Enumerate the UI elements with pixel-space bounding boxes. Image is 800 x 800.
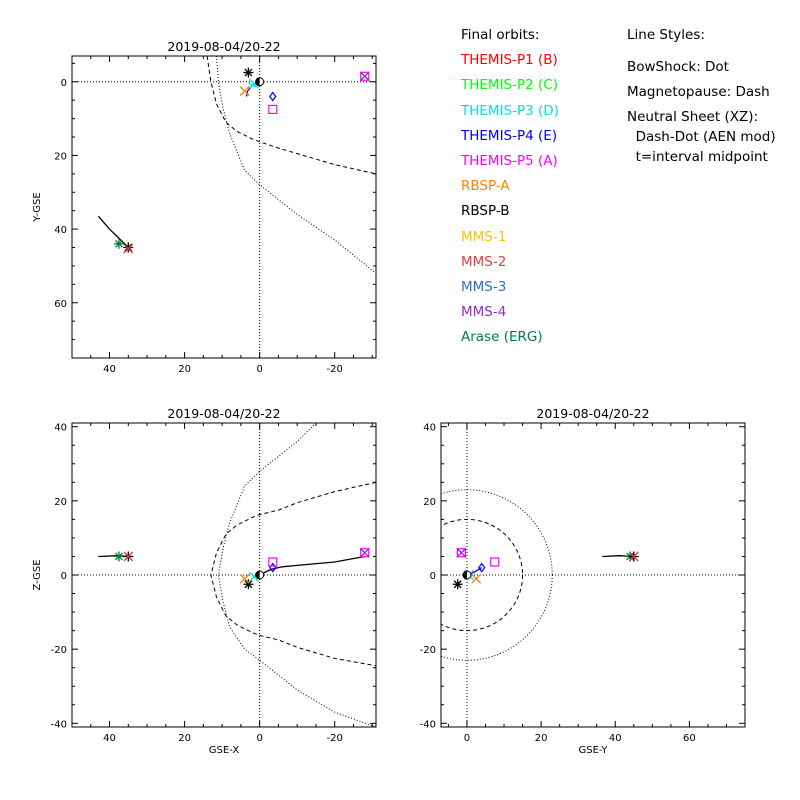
legend-item-mms-3: MMS-3 bbox=[461, 278, 507, 295]
x-tick-label: 40 bbox=[609, 733, 622, 744]
plot-frame bbox=[71, 422, 377, 728]
marker-themis-p5 bbox=[360, 71, 370, 81]
chart-title: 2019-08-04/20-22 bbox=[167, 39, 280, 54]
chart-title: 2019-08-04/20-22 bbox=[167, 406, 280, 421]
legend-item-mms-2: MMS-2 bbox=[461, 253, 507, 270]
x-tick-label: 0 bbox=[256, 364, 262, 375]
marker-mms-2 bbox=[123, 243, 134, 254]
plot-area bbox=[72, 56, 376, 358]
marker-rbsp-b bbox=[243, 579, 254, 590]
plot-area bbox=[72, 423, 376, 727]
marker-rbsp-a bbox=[239, 573, 250, 584]
y-tick-label: 0 bbox=[61, 571, 67, 582]
x-tick-label: -20 bbox=[327, 364, 343, 375]
marker-mms-4 bbox=[359, 71, 370, 82]
line-style-bowshock: BowShock: Dot bbox=[627, 59, 729, 75]
bowshock-line bbox=[217, 423, 376, 727]
y-tick-label: 20 bbox=[54, 497, 67, 508]
legend: Final orbits: THEMIS-P1 (B) THEMIS-P2 (C… bbox=[461, 26, 559, 353]
legend-item-arase: Arase (ERG) bbox=[461, 329, 543, 346]
legend-item-themis-p1: THEMIS-P1 (B) bbox=[461, 52, 558, 69]
orbit-track-rbsp-b bbox=[259, 555, 365, 576]
y-tick-label: 20 bbox=[423, 497, 436, 508]
y-tick-label: -20 bbox=[51, 645, 67, 656]
y-tick-label: 60 bbox=[54, 299, 67, 310]
x-axis-label: GSE-X bbox=[209, 745, 240, 756]
line-styles: Line Styles: BowShock: Dot Magnetopause:… bbox=[627, 26, 776, 168]
legend-item-themis-p2: THEMIS-P2 (C) bbox=[461, 77, 558, 94]
line-styles-title: Line Styles: bbox=[627, 27, 705, 43]
line-style-neutral-sheet-detail: Dash-Dot (AEN mod) bbox=[627, 129, 776, 145]
legend-item-themis-p3: THEMIS-P3 (D) bbox=[461, 102, 559, 119]
legend-item-mms-4: MMS-4 bbox=[461, 304, 507, 321]
marker-mms-4 bbox=[456, 547, 467, 558]
marker-rbsp-a bbox=[239, 86, 250, 96]
y-axis-label: Y-GSE bbox=[32, 192, 43, 222]
earth-marker-shade bbox=[255, 571, 260, 579]
y-tick-label: 0 bbox=[61, 78, 67, 89]
line-style-magnetopause: Magnetopause: Dash bbox=[627, 84, 770, 100]
marker-mms-2 bbox=[628, 551, 639, 562]
earth-marker-shade bbox=[255, 77, 260, 86]
y-tick-label: -40 bbox=[420, 719, 436, 730]
marker-rbsp-a bbox=[471, 573, 482, 584]
chart-panel-1: 2019-08-04/20-22 40 20 0 -20 0 20 40 60 Y-GSE bbox=[32, 39, 377, 375]
x-tick-label: -20 bbox=[327, 733, 343, 744]
line-style-neutral-sheet: Neutral Sheet (XZ): bbox=[627, 109, 759, 125]
marker-rbsp-b bbox=[123, 242, 134, 253]
earth-marker-shade bbox=[462, 571, 467, 579]
chart-title: 2019-08-04/20-22 bbox=[536, 406, 649, 421]
marker-themis-p4 bbox=[269, 91, 277, 102]
plot-area bbox=[441, 423, 745, 727]
x-tick-label: 40 bbox=[103, 733, 116, 744]
legend-item-rbsp-b: RBSP-B bbox=[461, 203, 510, 220]
plot-frame bbox=[440, 422, 746, 728]
x-tick-label: 0 bbox=[256, 733, 262, 744]
legend-title: Final orbits: bbox=[461, 27, 540, 43]
x-tick-label: 20 bbox=[178, 733, 191, 744]
marker-arase bbox=[113, 551, 124, 562]
magnetopause-line bbox=[206, 56, 376, 175]
marker-arase bbox=[113, 238, 124, 249]
x-tick-label: 20 bbox=[178, 364, 191, 375]
marker-themis-p5 bbox=[456, 548, 466, 558]
bowshock-line bbox=[216, 56, 376, 274]
plot-frame bbox=[71, 55, 377, 359]
marker-themis-p5 bbox=[268, 557, 278, 567]
marker-themis-p5 bbox=[268, 104, 278, 115]
y-tick-label: 20 bbox=[54, 151, 67, 162]
marker-rbsp-b bbox=[452, 579, 463, 590]
bowshock-line bbox=[441, 489, 553, 661]
marker-mms-4 bbox=[359, 547, 370, 558]
line-style-time-note: t=interval midpoint bbox=[627, 149, 768, 165]
y-tick-label: 40 bbox=[423, 423, 436, 434]
legend-item-mms-1: MMS-1 bbox=[461, 228, 507, 245]
marker-themis-p4 bbox=[478, 562, 486, 573]
y-tick-label: 0 bbox=[430, 571, 436, 582]
x-tick-label: 60 bbox=[683, 733, 696, 744]
legend-item-rbsp-a: RBSP-A bbox=[461, 178, 510, 195]
magnetopause-line bbox=[441, 518, 524, 632]
marker-themis-p5 bbox=[490, 557, 500, 567]
marker-themis-p4 bbox=[269, 562, 277, 573]
y-axis-label: Z-GSE bbox=[32, 559, 43, 590]
y-tick-label: -20 bbox=[420, 645, 436, 656]
y-tick-label: -40 bbox=[51, 719, 67, 730]
x-axis-label: GSE-Y bbox=[579, 745, 609, 756]
x-tick-label: 0 bbox=[464, 733, 470, 744]
marker-mms-2 bbox=[123, 551, 134, 562]
x-tick-label: 20 bbox=[535, 733, 548, 744]
y-tick-label: 40 bbox=[54, 423, 67, 434]
x-tick-label: 40 bbox=[103, 364, 116, 375]
magnetopause-line bbox=[210, 481, 376, 667]
legend-item-themis-p4: THEMIS-P4 (E) bbox=[461, 127, 558, 144]
y-tick-label: 40 bbox=[54, 225, 67, 236]
marker-themis-p5 bbox=[360, 548, 370, 558]
marker-rbsp-b bbox=[243, 67, 254, 78]
chart-panel-2: 2019-08-04/20-22 40 20 0 -20 -40 -20 0 20 40 GSE-X… bbox=[32, 406, 377, 756]
legend-item-themis-p5: THEMIS-P5 (A) bbox=[461, 152, 558, 169]
